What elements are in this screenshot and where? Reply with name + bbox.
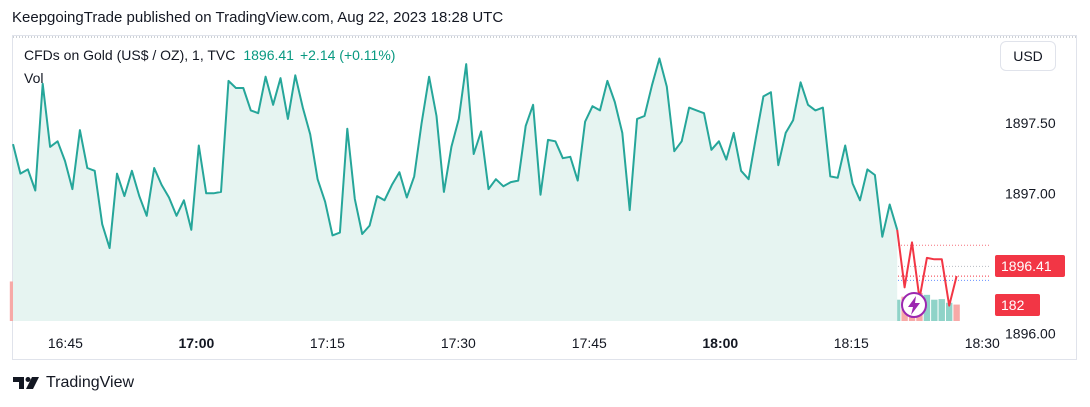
lightning-icon[interactable] <box>901 292 927 318</box>
x-tick-label: 17:15 <box>310 335 345 351</box>
current-price-tag: 1896.41 <box>995 255 1065 277</box>
y-tick-label: 1897.00 <box>1005 185 1056 201</box>
lightning-bolt <box>908 296 920 315</box>
volume-value-tag: 182 <box>995 294 1040 316</box>
chart-frame <box>12 35 1077 360</box>
price-line-down <box>896 229 958 307</box>
volume-bar <box>931 299 938 321</box>
price-area-fill <box>13 58 898 321</box>
x-axis-tick-labels: 16:45 17:00 17:15 17:30 17:45 18:00 18:15 18:30 <box>48 335 1000 351</box>
legend: CFDs on Gold (US$ / OZ), 1, TVC 1896.41 +2… <box>24 47 395 63</box>
x-tick-label: 17:45 <box>572 335 607 351</box>
volume-bar <box>945 302 953 321</box>
volume-bar <box>923 294 931 321</box>
volume-bar <box>953 304 960 321</box>
y-tick-label: 1897.50 <box>1005 115 1056 131</box>
legend-volume-label[interactable]: Vol <box>24 70 44 86</box>
price-line <box>12 57 958 307</box>
x-tick-label: 17:00 <box>178 335 214 351</box>
volume-bar <box>938 299 945 321</box>
x-tick-label: 18:30 <box>965 335 1000 351</box>
publisher-header: KeepgoingTrade published on TradingView.… <box>12 9 504 26</box>
legend-symbol: CFDs on Gold (US$ / OZ), 1, TVC <box>24 47 236 63</box>
currency-button[interactable]: USD <box>1000 41 1056 71</box>
price-area <box>13 58 898 321</box>
tradingview-logo-icon <box>13 377 39 389</box>
footer-brand[interactable]: TradingView <box>13 374 134 392</box>
x-tick-label: 16:45 <box>48 335 83 351</box>
legend-change: +2.14 (+0.11%) <box>299 47 396 63</box>
legend-price: 1896.41 <box>243 47 294 63</box>
x-tick-label: 18:15 <box>834 335 869 351</box>
x-tick-label: 18:00 <box>702 335 738 351</box>
x-tick-label: 17:30 <box>441 335 476 351</box>
brand-name: TradingView <box>46 374 135 391</box>
y-tick-label: 1896.00 <box>1005 326 1056 342</box>
price-line-up <box>12 57 899 250</box>
